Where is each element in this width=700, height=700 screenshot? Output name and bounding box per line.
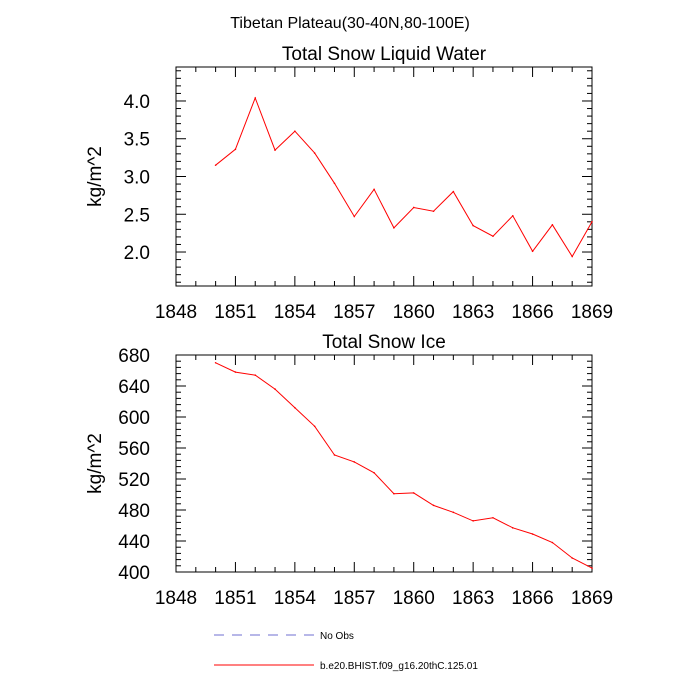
legend-label: No Obs [320, 631, 354, 642]
panel-1: Total Snow Liquid Water kg/m^2 1848 1851 185… [85, 44, 613, 323]
y-tick-label: 2.0 [124, 243, 150, 264]
data-point [214, 361, 217, 364]
x-tick-label: 1851 [214, 588, 256, 609]
y-tick-label: 3.0 [124, 168, 150, 189]
data-point [234, 148, 237, 151]
x-tick-label: 1857 [333, 302, 375, 323]
x-tick-label: 1854 [274, 302, 317, 323]
legend: No Obs b.e20.BHIST.f09_g16.20thC.125.01 [214, 631, 478, 672]
y-tick-label: 2.5 [124, 205, 150, 226]
panel-2: Total Snow Ice kg/m^2 1848 1851 1854 1857 1860… [85, 332, 613, 609]
series-line [215, 362, 593, 569]
y-tick-label: 520 [118, 470, 150, 491]
data-point [313, 152, 316, 154]
data-point [551, 541, 554, 544]
data-point [472, 224, 474, 227]
x-tick-label: 1857 [333, 588, 375, 609]
data-point [274, 388, 276, 390]
plot-frame [175, 66, 593, 287]
data-point [254, 374, 257, 376]
x-tick-label: 1866 [511, 302, 553, 323]
x-tick-label: 1863 [452, 588, 494, 609]
data-point [591, 567, 593, 569]
data-point [214, 164, 217, 166]
y-tick-label: 680 [118, 346, 150, 367]
y-tick-label: 600 [118, 408, 150, 429]
data-point [472, 520, 474, 522]
data-point [531, 250, 534, 253]
data-point [353, 461, 356, 463]
data-point [492, 235, 494, 237]
x-tick-label: 1860 [393, 302, 435, 323]
x-tick-label: 1851 [214, 302, 256, 323]
data-point [432, 504, 435, 507]
y-tick-label: 480 [118, 501, 150, 522]
x-tick-label: 1854 [274, 588, 317, 609]
y-tick-label: 3.5 [124, 130, 150, 151]
y-tick-label: 400 [118, 563, 150, 584]
data-point [353, 215, 356, 218]
data-point [432, 210, 435, 213]
data-point [511, 214, 514, 217]
x-tick-label: 1848 [155, 302, 197, 323]
x-tick-label: 1869 [571, 588, 613, 609]
data-point [254, 97, 257, 99]
panel-title: Total Snow Liquid Water [282, 44, 487, 65]
legend-label: b.e20.BHIST.f09_g16.20thC.125.01 [320, 661, 478, 672]
data-point [591, 221, 593, 223]
data-point [333, 182, 336, 185]
data-point [492, 516, 494, 519]
data-point [452, 190, 455, 193]
data-point [274, 149, 276, 151]
series-line [215, 96, 593, 258]
y-tick-label: 4.0 [124, 92, 150, 113]
data-point [393, 492, 395, 495]
data-point [313, 425, 316, 428]
plot-frame [175, 354, 593, 573]
data-point [333, 454, 336, 456]
x-tick-label: 1860 [393, 588, 435, 609]
x-tick-label: 1869 [571, 302, 613, 323]
data-point [294, 130, 296, 132]
x-tick-label: 1863 [452, 302, 494, 323]
data-point [393, 227, 395, 229]
x-tick-label: 1866 [511, 588, 553, 609]
data-point [234, 371, 237, 373]
y-axis-label: kg/m^2 [85, 146, 106, 207]
y-axis-label: kg/m^2 [85, 433, 106, 494]
x-tick-label: 1848 [155, 588, 197, 609]
data-point [373, 472, 375, 474]
y-tick-label: 440 [118, 532, 150, 553]
panel-title: Total Snow Ice [322, 332, 446, 353]
data-point [294, 406, 296, 409]
data-point [373, 188, 375, 191]
data-point [412, 492, 415, 494]
data-point [551, 224, 554, 226]
data-point [571, 255, 573, 258]
data-point [571, 557, 573, 559]
data-point [531, 533, 534, 535]
data-point [511, 527, 514, 529]
y-tick-label: 640 [118, 377, 150, 398]
data-point [412, 206, 415, 209]
data-point [452, 511, 455, 514]
y-tick-label: 560 [118, 439, 150, 460]
figure-suptitle: Tibetan Plateau(30-40N,80-100E) [230, 15, 470, 32]
